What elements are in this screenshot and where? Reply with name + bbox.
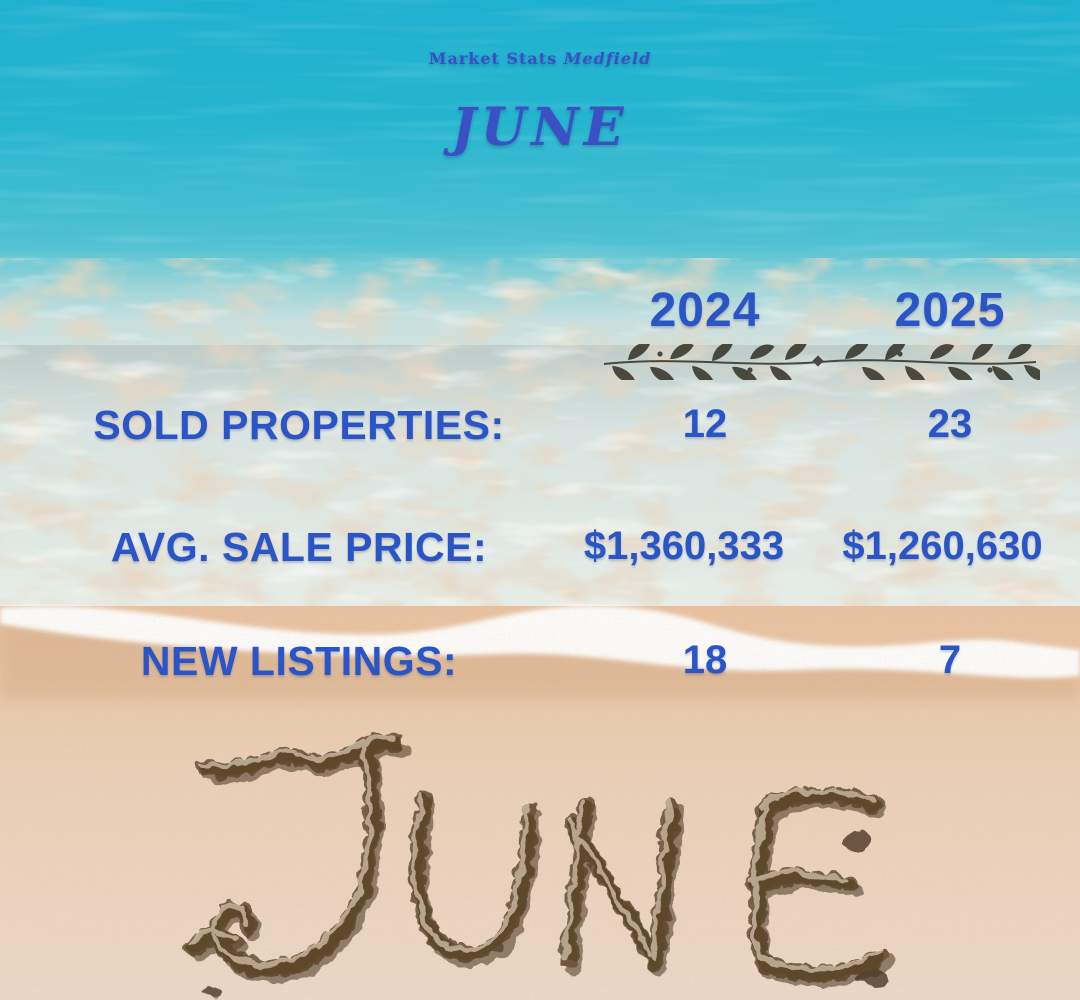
- stat-label-sold-properties: SOLD PROPERTIES:: [93, 402, 505, 448]
- stat-value-sold-2024: 12: [682, 402, 728, 446]
- stat-row-avg-sale-price: AVG. SALE PRICE: $1,360,333 $1,260,630: [0, 524, 1080, 580]
- stat-value-listings-2025: 7: [938, 638, 962, 682]
- stat-value-listings-2024: 18: [682, 638, 728, 682]
- year-header-2025: 2025: [894, 284, 1006, 337]
- stat-label-new-listings: NEW LISTINGS:: [140, 638, 458, 684]
- stat-row-new-listings: NEW LISTINGS: 18 7: [0, 638, 1080, 694]
- title-main: Market Stats: [428, 49, 558, 68]
- year-header-row: 2024 2025: [0, 283, 1080, 339]
- floral-vine-divider-icon: [603, 344, 1040, 380]
- stat-value-price-2024: $1,360,333: [583, 524, 785, 568]
- title-block: Market Stats Medfield JUNE: [0, 28, 1080, 158]
- month-subtitle: JUNE: [451, 97, 629, 158]
- page-title: Market Stats Medfield: [0, 28, 1080, 90]
- stat-label-avg-sale-price: AVG. SALE PRICE:: [110, 524, 488, 570]
- stat-value-sold-2025: 23: [927, 402, 973, 446]
- title-location: Medfield: [563, 49, 652, 68]
- stat-row-sold-properties: SOLD PROPERTIES: 12 23: [0, 402, 1080, 458]
- year-header-2024: 2024: [649, 284, 761, 337]
- stat-value-price-2025: $1,260,630: [842, 524, 1043, 568]
